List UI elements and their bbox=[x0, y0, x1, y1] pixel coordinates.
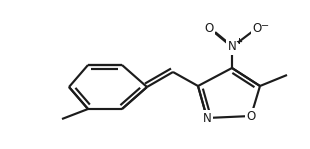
Text: O: O bbox=[204, 21, 214, 35]
Text: N: N bbox=[203, 111, 211, 125]
Text: −: − bbox=[261, 21, 269, 31]
Text: N: N bbox=[228, 41, 236, 53]
Text: +: + bbox=[236, 37, 242, 45]
Text: O: O bbox=[252, 21, 262, 35]
Text: O: O bbox=[246, 110, 256, 122]
